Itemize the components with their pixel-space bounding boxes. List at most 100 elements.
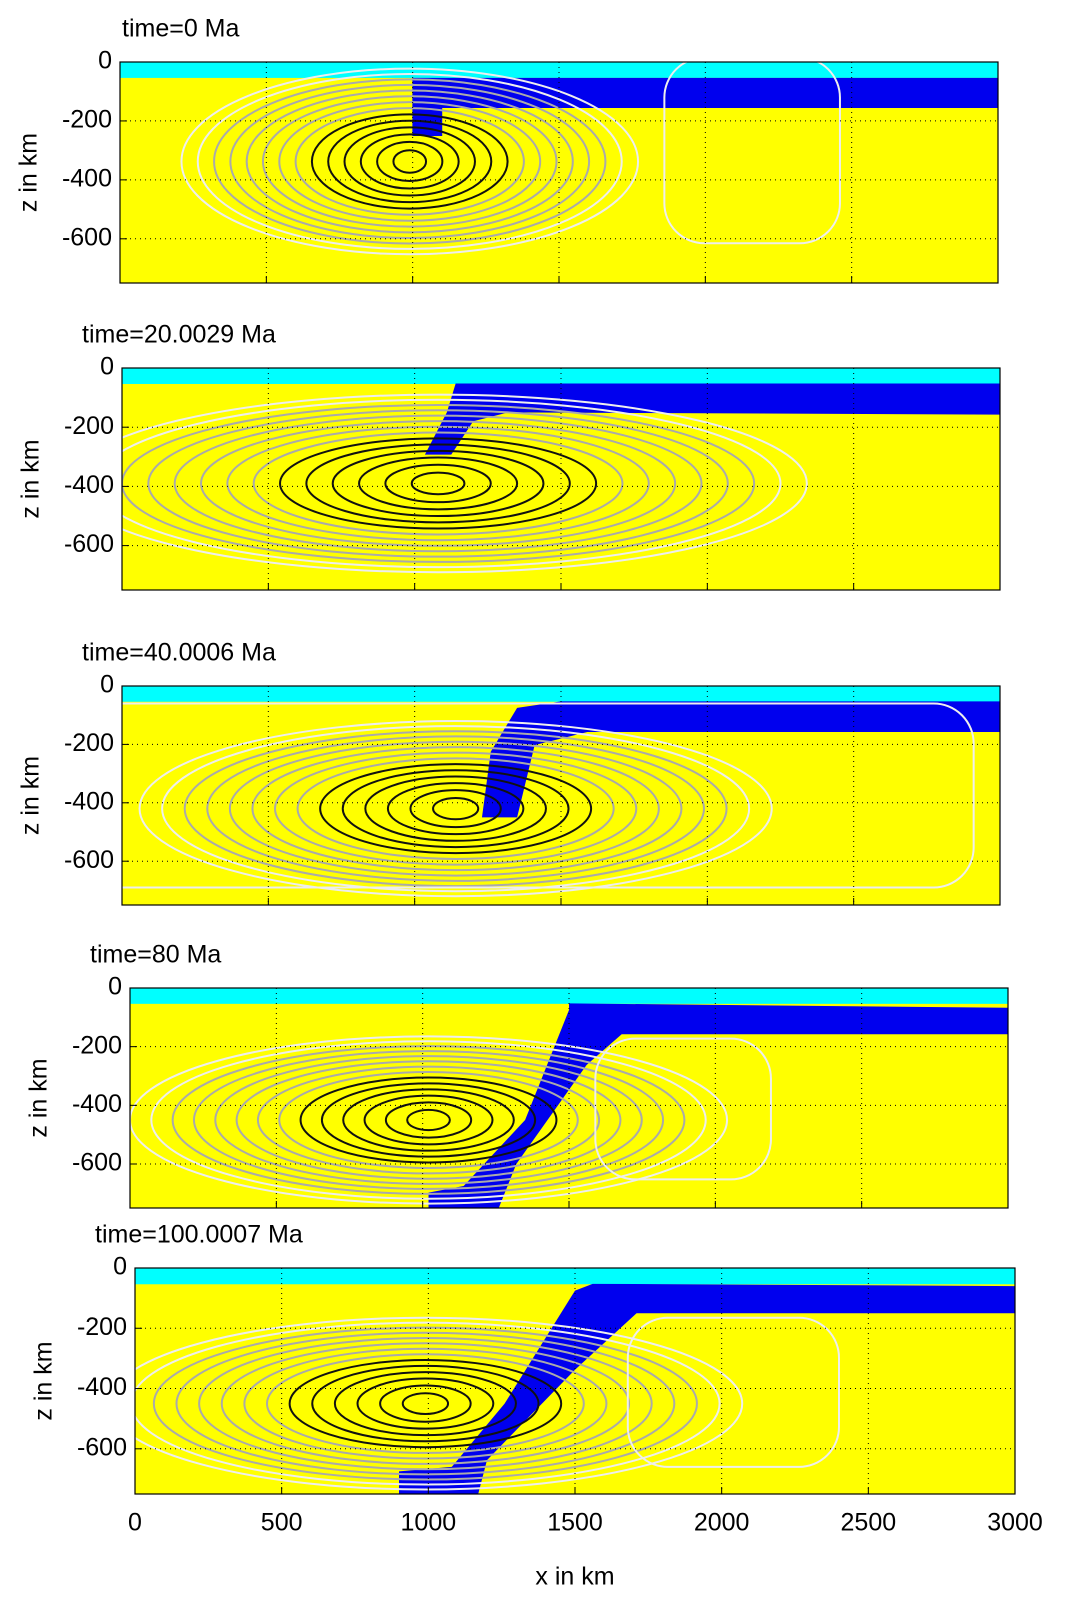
contour bbox=[409, 789, 502, 829]
contour bbox=[161, 725, 751, 893]
panel-title: time=80 Ma bbox=[90, 941, 221, 969]
contour bbox=[213, 78, 607, 245]
contour bbox=[296, 757, 615, 860]
contour bbox=[252, 431, 624, 536]
contour bbox=[320, 1082, 537, 1158]
contour bbox=[432, 797, 480, 821]
contour bbox=[175, 1331, 676, 1476]
contour bbox=[278, 1070, 579, 1170]
y-tick-label: 0 bbox=[100, 353, 114, 381]
contour bbox=[130, 1035, 728, 1205]
contour bbox=[319, 763, 593, 855]
contour bbox=[311, 1364, 540, 1443]
contour bbox=[343, 126, 476, 197]
contour bbox=[626, 1316, 840, 1468]
contour bbox=[333, 1371, 517, 1437]
contour bbox=[278, 101, 542, 222]
contour bbox=[180, 67, 640, 256]
panel bbox=[120, 62, 998, 283]
contour bbox=[294, 107, 525, 216]
contour bbox=[235, 1060, 622, 1180]
y-tick-label: -200 bbox=[77, 1313, 127, 1341]
y-tick-label: -200 bbox=[64, 412, 114, 440]
contour bbox=[228, 740, 683, 877]
panel-title: time=100.0007 Ma bbox=[95, 1221, 303, 1249]
contour bbox=[594, 1037, 772, 1181]
contour bbox=[379, 1384, 472, 1423]
y-tick-label: 0 bbox=[108, 973, 122, 1001]
contour bbox=[243, 1347, 608, 1460]
y-tick-label: -600 bbox=[64, 846, 114, 874]
contour bbox=[358, 456, 519, 511]
contour bbox=[135, 1316, 744, 1491]
panel-title: time=20.0029 Ma bbox=[82, 321, 276, 349]
contour bbox=[226, 425, 650, 542]
contour bbox=[173, 414, 703, 553]
x-tick-label: 2500 bbox=[841, 1509, 897, 1537]
contour bbox=[196, 72, 623, 250]
contour bbox=[198, 1336, 653, 1471]
contour bbox=[147, 409, 729, 558]
contour bbox=[171, 1045, 686, 1195]
crust-layer bbox=[122, 686, 1000, 702]
contour bbox=[122, 702, 975, 889]
y-tick-label: -200 bbox=[62, 106, 112, 134]
y-tick-label: -200 bbox=[72, 1031, 122, 1059]
crust-layer bbox=[120, 62, 998, 78]
contour bbox=[206, 735, 705, 882]
contour bbox=[406, 1108, 451, 1132]
contour bbox=[274, 751, 638, 866]
y-axis-label: z in km bbox=[17, 439, 45, 518]
contour bbox=[384, 463, 492, 504]
contour bbox=[214, 1055, 643, 1185]
y-tick-label: -400 bbox=[64, 787, 114, 815]
panel-title: time=40.0006 Ma bbox=[82, 639, 276, 667]
contour bbox=[341, 769, 570, 849]
contour bbox=[200, 420, 677, 547]
y-tick-label: -600 bbox=[72, 1149, 122, 1177]
contour bbox=[251, 746, 660, 872]
y-tick-label: -400 bbox=[64, 471, 114, 499]
crust-layer bbox=[130, 988, 1008, 1004]
y-axis-label: z in km bbox=[25, 1058, 53, 1137]
contour bbox=[663, 62, 841, 245]
y-axis-label: z in km bbox=[15, 133, 43, 212]
y-tick-label: -400 bbox=[62, 164, 112, 192]
x-tick-label: 1500 bbox=[547, 1509, 603, 1537]
contour bbox=[384, 1101, 473, 1139]
contour bbox=[392, 149, 428, 174]
contour bbox=[376, 140, 444, 183]
contour bbox=[288, 1358, 563, 1449]
contour bbox=[122, 398, 782, 569]
contour bbox=[266, 1353, 585, 1454]
contour bbox=[152, 1326, 698, 1481]
contour bbox=[386, 782, 525, 836]
y-tick-label: -600 bbox=[77, 1433, 127, 1461]
x-tick-label: 2000 bbox=[694, 1509, 750, 1537]
contour bbox=[245, 89, 574, 234]
contour bbox=[122, 403, 756, 563]
contour bbox=[359, 133, 460, 190]
contour bbox=[261, 95, 558, 228]
contour bbox=[220, 1342, 631, 1465]
contour bbox=[183, 730, 728, 888]
panel bbox=[135, 1268, 1015, 1494]
contour bbox=[356, 1377, 495, 1430]
crust-layer bbox=[135, 1268, 1015, 1285]
contour bbox=[331, 449, 545, 518]
y-tick-label: -200 bbox=[64, 729, 114, 757]
x-tick-label: 3000 bbox=[987, 1509, 1043, 1537]
slab bbox=[481, 701, 1000, 818]
slab bbox=[428, 1003, 1008, 1208]
contour bbox=[279, 437, 598, 530]
contour bbox=[150, 1040, 707, 1200]
y-tick-label: -600 bbox=[62, 223, 112, 251]
contour bbox=[363, 1094, 494, 1146]
y-tick-label: 0 bbox=[98, 47, 112, 75]
x-axis-label: x in km bbox=[535, 1563, 614, 1591]
contour bbox=[401, 1392, 450, 1415]
y-tick-label: -600 bbox=[64, 530, 114, 558]
contour bbox=[299, 1076, 558, 1164]
contour bbox=[364, 775, 547, 842]
y-axis-label: z in km bbox=[30, 1341, 58, 1420]
